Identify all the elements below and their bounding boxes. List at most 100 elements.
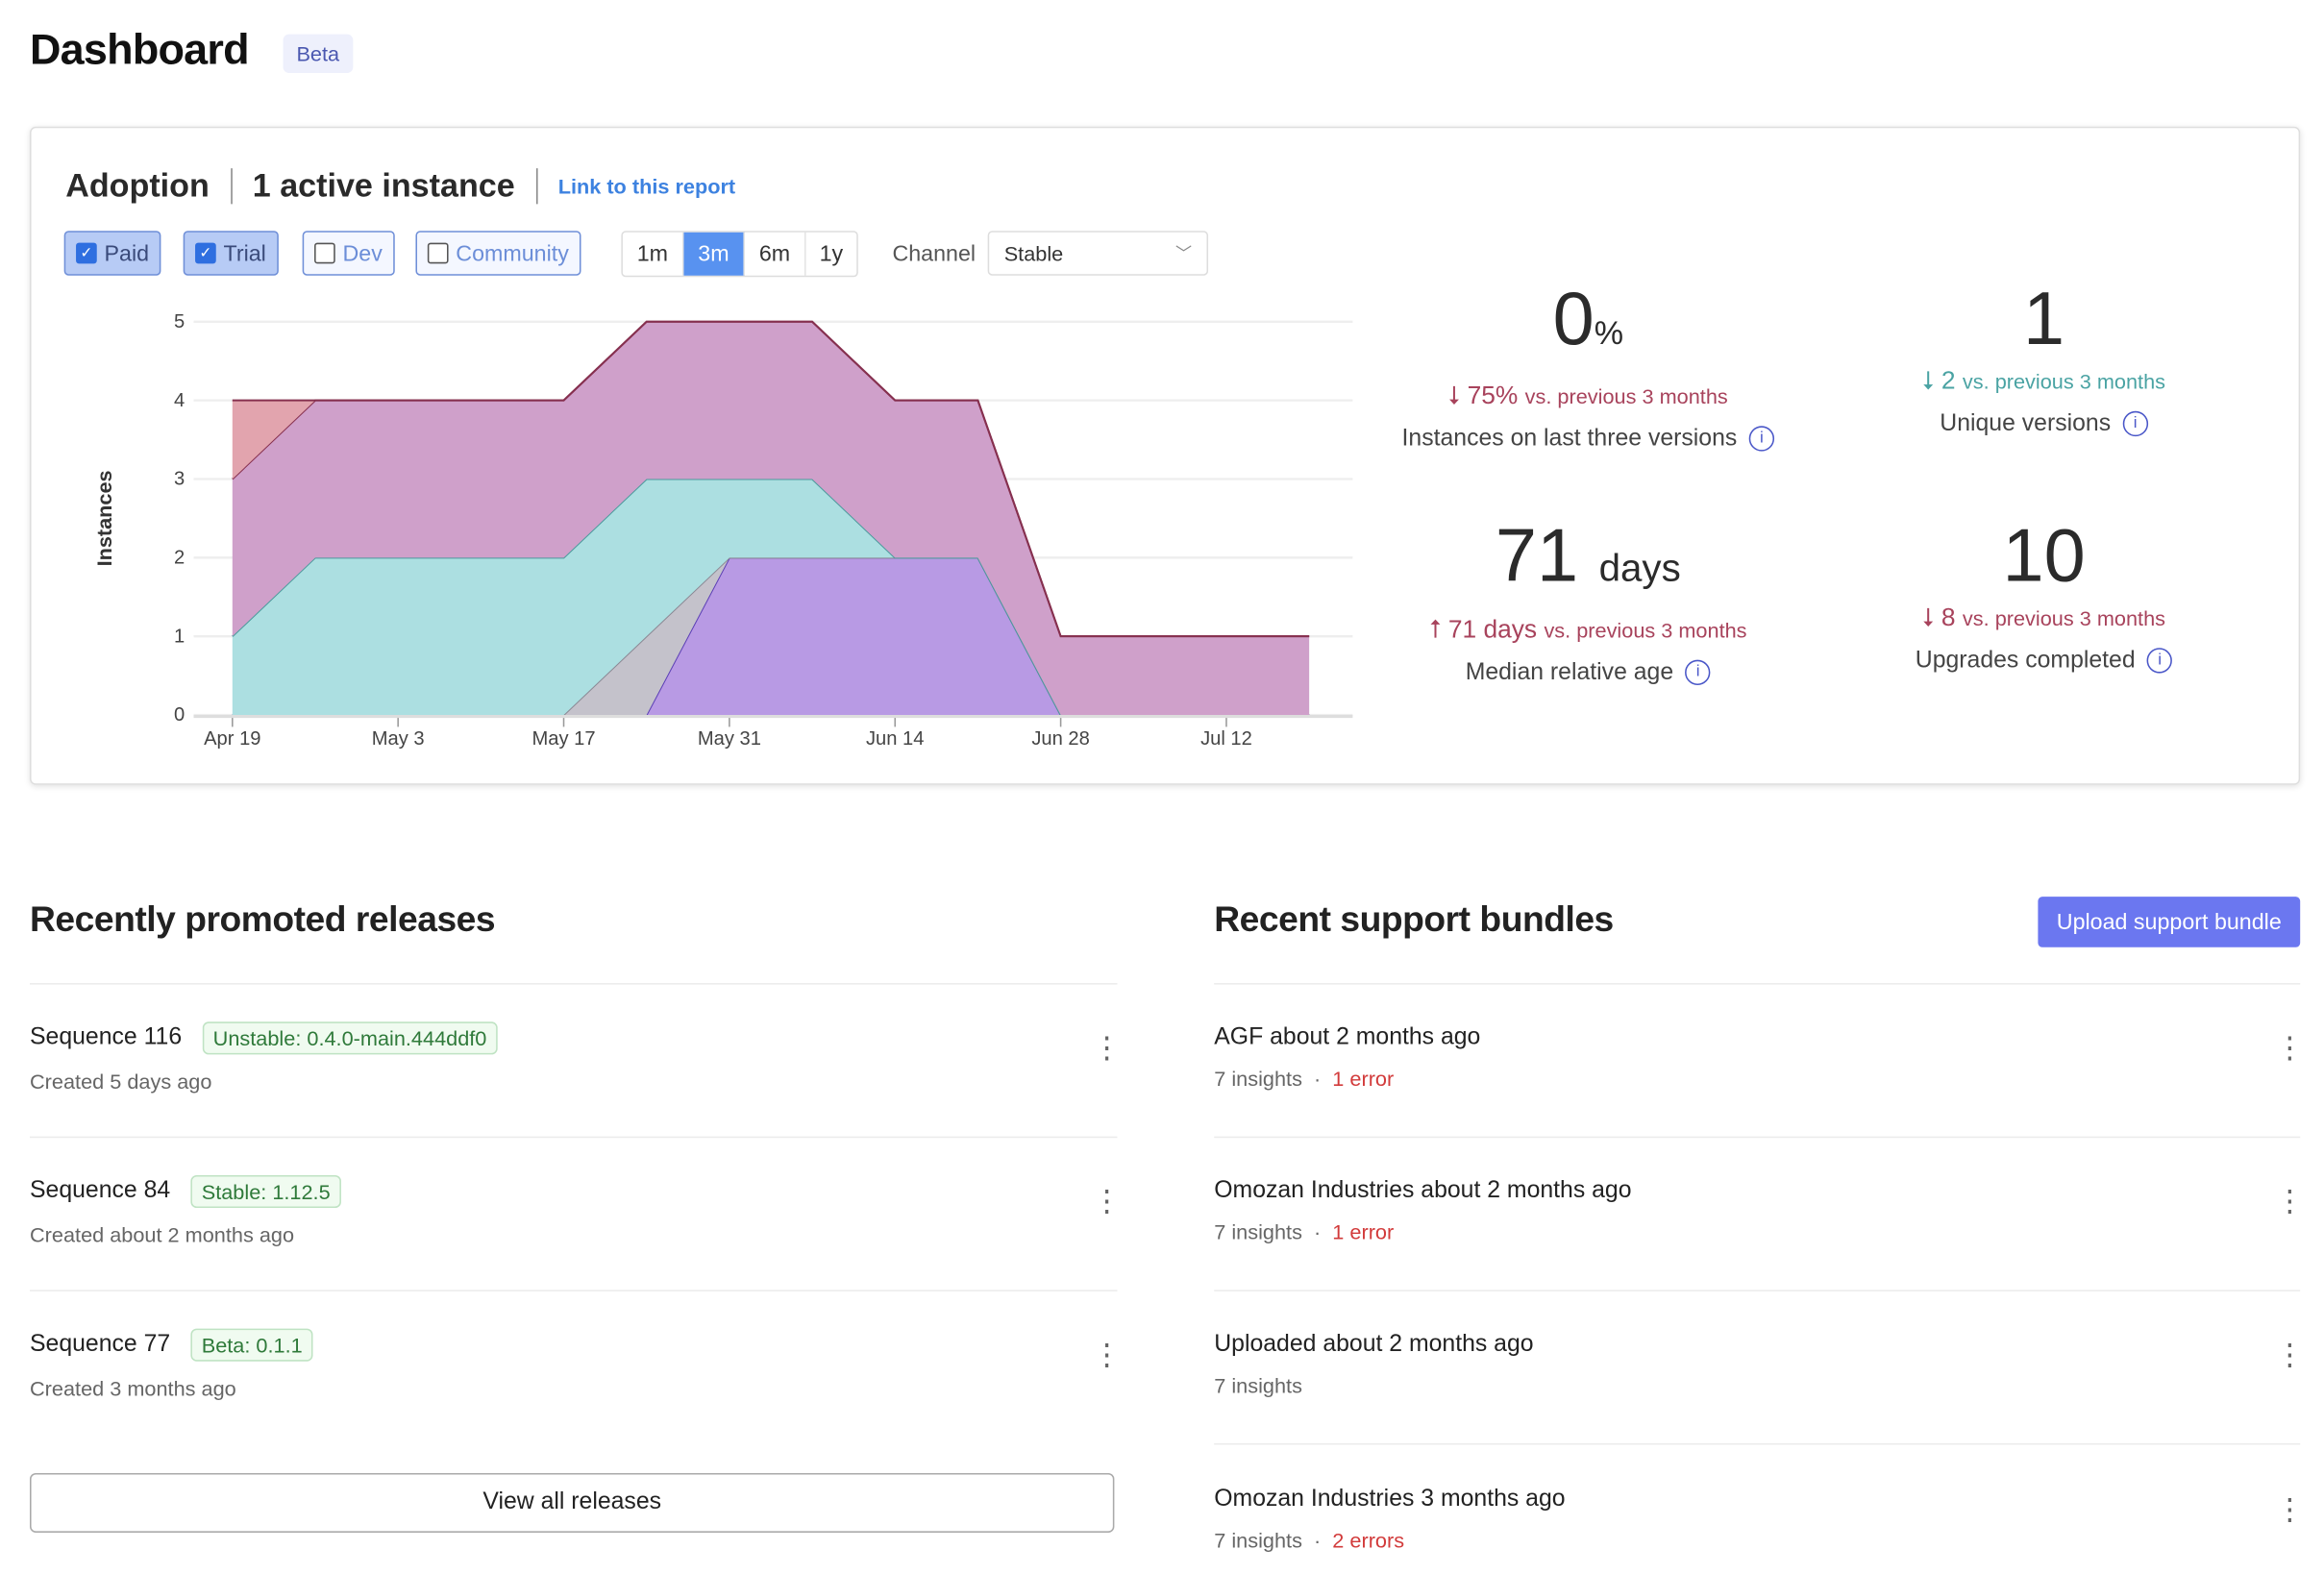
more-options-icon[interactable]: ⋮ xyxy=(1092,1339,1123,1372)
release-name: Sequence 84 xyxy=(30,1178,171,1204)
info-icon[interactable]: i xyxy=(1748,426,1775,453)
release-row[interactable]: Sequence 77 Beta: 0.1.1 Created 3 months … xyxy=(30,1328,1123,1400)
divider xyxy=(30,1290,1118,1291)
more-options-icon[interactable]: ⋮ xyxy=(1092,1185,1123,1218)
filter-trial[interactable]: ✓ Trial xyxy=(183,231,279,276)
release-row[interactable]: Sequence 116 Unstable: 0.4.0-main.444ddf0… xyxy=(30,1021,1123,1094)
y-tick-label: 4 xyxy=(174,390,185,411)
release-tag: Beta: 0.1.1 xyxy=(190,1328,313,1362)
bundle-errors: 1 error xyxy=(1332,1219,1395,1244)
x-tick-label: Jul 12 xyxy=(1200,728,1252,750)
x-tick-label: Jun 28 xyxy=(1031,728,1089,750)
stat-label: Instances on last three versions xyxy=(1401,426,1738,452)
bundle-errors: 1 error xyxy=(1332,1066,1395,1091)
bundle-name: AGF about 2 months ago xyxy=(1214,1024,1481,1050)
checkbox-checked-icon[interactable]: ✓ xyxy=(195,242,216,264)
bundle-row[interactable]: AGF about 2 months ago 7 insights · 1 er… xyxy=(1214,1024,2305,1091)
stat-label: Upgrades completed xyxy=(1915,648,2136,674)
x-tick-label: Jun 14 xyxy=(866,728,924,750)
stat-value: 1 xyxy=(2023,277,2065,361)
filter-dev[interactable]: Dev xyxy=(302,231,395,276)
divider xyxy=(30,1136,1118,1139)
more-options-icon[interactable]: ⋮ xyxy=(2274,1185,2305,1218)
filter-community[interactable]: Community xyxy=(415,231,581,276)
stat-delta: 75% xyxy=(1467,381,1519,410)
stat-last-versions: 0% ⭣ 75% vs. previous 3 months Instances… xyxy=(1365,277,1812,453)
release-tag: Stable: 1.12.5 xyxy=(190,1174,341,1209)
series-line xyxy=(232,320,1310,638)
filter-label: Dev xyxy=(342,240,383,266)
stat-delta: 8 xyxy=(1941,603,1956,632)
release-name: Sequence 77 xyxy=(30,1331,171,1358)
y-tick-label: 3 xyxy=(174,469,185,490)
more-options-icon[interactable]: ⋮ xyxy=(2274,1339,2305,1372)
beta-badge: Beta xyxy=(283,34,354,73)
range-1m[interactable]: 1m xyxy=(623,232,684,276)
stat-delta: 71 days xyxy=(1447,615,1538,644)
bundle-insights: 7 insights xyxy=(1214,1219,1302,1244)
channel-select[interactable]: Stable ﹀ xyxy=(987,231,1209,276)
release-name: Sequence 116 xyxy=(30,1024,183,1050)
divider xyxy=(1214,1136,2301,1139)
y-axis-label: Instances xyxy=(92,470,116,566)
adoption-header: Adoption 1 active instance Link to this … xyxy=(65,167,735,206)
y-tick-label: 1 xyxy=(174,626,185,647)
bundles-title: Recent support bundles xyxy=(1214,899,1614,941)
info-icon[interactable]: i xyxy=(2147,648,2173,675)
y-tick-label: 0 xyxy=(174,704,185,726)
release-row[interactable]: Sequence 84 Stable: 1.12.5 Created about … xyxy=(30,1174,1123,1247)
bundle-row[interactable]: Omozan Industries 3 months ago 7 insight… xyxy=(1214,1486,2305,1553)
stat-delta: 2 xyxy=(1941,366,1956,395)
bundle-row[interactable]: Omozan Industries about 2 months ago 7 i… xyxy=(1214,1178,2305,1244)
adoption-chart: 0 1 2 3 4 5 Apr 19 May 3 May 17 May 31 Jun 14 Jun 2… xyxy=(92,311,1353,750)
release-created: Created about 2 months ago xyxy=(30,1222,295,1247)
stat-value: 0 xyxy=(1552,277,1595,361)
adoption-title: Adoption xyxy=(65,166,210,205)
more-options-icon[interactable]: ⋮ xyxy=(1092,1032,1123,1066)
info-icon[interactable]: i xyxy=(2122,411,2148,437)
range-3m[interactable]: 3m xyxy=(683,232,745,276)
report-link[interactable]: Link to this report xyxy=(557,174,736,199)
checkbox-icon[interactable] xyxy=(427,242,449,264)
divider xyxy=(1214,1290,2301,1291)
stat-delta-text: vs. previous 3 months xyxy=(1544,618,1747,643)
upload-support-bundle-button[interactable]: Upload support bundle xyxy=(2038,897,2301,947)
stat-delta-text: vs. previous 3 months xyxy=(1524,383,1728,408)
filter-label: Paid xyxy=(104,240,150,266)
divider xyxy=(1214,1442,2301,1445)
filter-label: Trial xyxy=(223,240,266,266)
bundle-insights: 7 insights xyxy=(1214,1528,1302,1553)
y-tick-label: 2 xyxy=(174,548,185,569)
range-6m[interactable]: 6m xyxy=(745,232,806,276)
channel-value: Stable xyxy=(1003,241,1064,265)
stat-upgrades: 10 ⭣ 8 vs. previous 3 months Upgrades co… xyxy=(1820,514,2267,675)
x-tick-label: Apr 19 xyxy=(204,728,260,750)
arrow-down-icon: ⭣ xyxy=(1922,603,1935,632)
y-tick-label: 5 xyxy=(174,311,185,332)
divider xyxy=(535,168,537,205)
divider xyxy=(1214,982,2301,985)
stat-label: Median relative age xyxy=(1465,659,1674,685)
x-tick-label: May 31 xyxy=(698,728,761,750)
info-icon[interactable]: i xyxy=(1685,660,1711,686)
range-1y[interactable]: 1y xyxy=(819,241,844,267)
divider xyxy=(230,168,233,205)
stat-unit: days xyxy=(1598,545,1681,590)
filter-label: Community xyxy=(456,240,569,266)
bundle-row[interactable]: Uploaded about 2 months ago 7 insights ⋮ xyxy=(1214,1331,2305,1397)
checkbox-checked-icon[interactable]: ✓ xyxy=(76,242,97,264)
bundle-insights: 7 insights xyxy=(1214,1066,1302,1091)
arrow-down-icon: ⭣ xyxy=(1922,366,1935,395)
checkbox-icon[interactable] xyxy=(314,242,335,264)
view-all-releases-button[interactable]: View all releases xyxy=(30,1472,1115,1533)
more-options-icon[interactable]: ⋮ xyxy=(2274,1032,2305,1066)
stat-delta-text: vs. previous 3 months xyxy=(1962,369,2165,394)
range-selector: 1m 3m 6m 1y xyxy=(621,231,858,278)
releases-title: Recently promoted releases xyxy=(30,899,496,941)
more-options-icon[interactable]: ⋮ xyxy=(2274,1493,2305,1527)
chevron-down-icon: ﹀ xyxy=(1174,245,1192,264)
release-created: Created 3 months ago xyxy=(30,1376,236,1400)
bundle-name: Uploaded about 2 months ago xyxy=(1214,1331,1534,1358)
divider xyxy=(30,982,1118,985)
filter-paid[interactable]: ✓ Paid xyxy=(63,231,161,276)
